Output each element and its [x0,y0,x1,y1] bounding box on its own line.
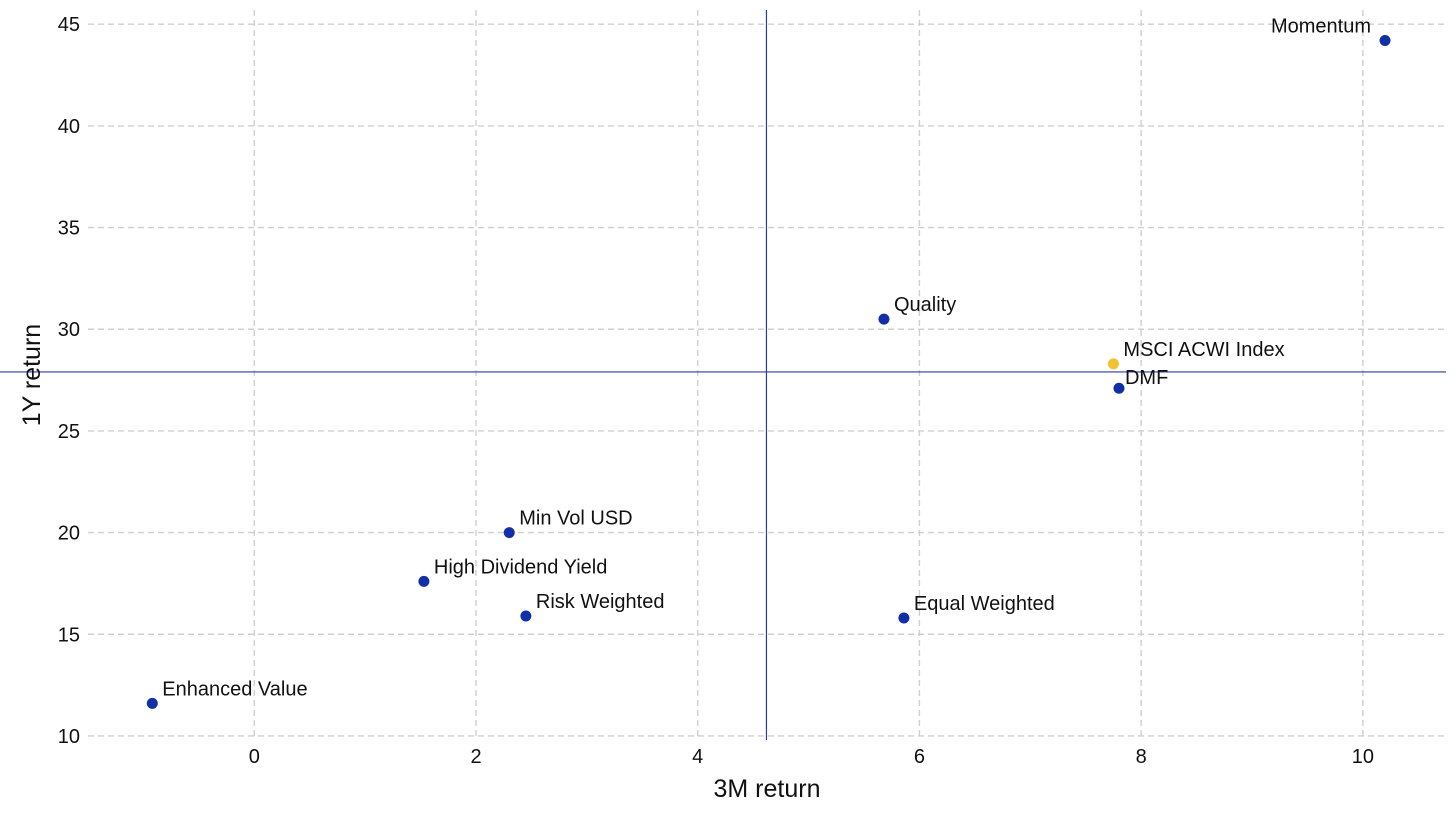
point-label-dmf: DMF [1125,367,1168,389]
x-tick-label: 6 [914,746,925,768]
point-label-min-vol-usd: Min Vol USD [519,508,632,530]
reference-lines [0,10,1446,740]
y-tick-label: 35 [58,218,80,240]
x-tick-label: 0 [249,746,260,768]
point-label-risk-weighted: Risk Weighted [536,591,665,613]
point-label-equal-weighted: Equal Weighted [914,593,1055,615]
point-label-high-dividend-yield: High Dividend Yield [434,556,607,578]
y-tick-label: 30 [58,319,80,341]
point-msci-acwi-index [1107,358,1119,370]
point-min-vol-usd [503,527,515,539]
data-points [146,35,1391,709]
point-enhanced-value [146,697,158,709]
x-tick-label: 10 [1352,746,1374,768]
x-tick-label: 8 [1136,746,1147,768]
grid-lines [88,10,1446,740]
y-tick-label: 15 [58,624,80,646]
y-tick-label: 40 [58,116,80,138]
point-risk-weighted [520,610,532,622]
y-tick-label: 10 [58,726,80,748]
point-label-momentum: Momentum [1271,16,1371,38]
point-labels: Momentum Quality MSCI ACWI Index DMF Min Vol… [162,16,1371,701]
y-tick-label: 45 [58,14,80,36]
point-momentum [1379,35,1391,47]
point-label-enhanced-value: Enhanced Value [162,678,307,700]
y-tick-label: 25 [58,421,80,443]
point-label-msci-acwi-index: MSCI ACWI Index [1123,339,1284,361]
point-equal-weighted [898,612,910,624]
point-dmf [1113,382,1125,394]
point-high-dividend-yield [418,575,430,587]
point-quality [878,313,890,325]
y-tick-label: 20 [58,523,80,545]
y-axis-title: 1Y return [18,324,46,426]
point-label-quality: Quality [894,294,956,316]
x-tick-label: 4 [692,746,703,768]
x-axis-title: 3M return [714,775,821,803]
x-tick-label: 2 [470,746,481,768]
tick-labels: 0 2 4 6 8 10 10 15 20 25 30 35 40 45 [58,14,1374,768]
